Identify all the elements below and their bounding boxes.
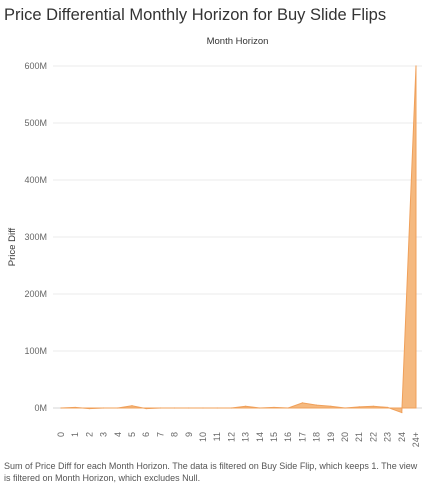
x-axis-title: Month Horizon <box>207 36 269 47</box>
x-tick-label: 4 <box>113 432 123 437</box>
x-axis-ticks: 0 1 2 3 4 5 6 7 8 9 10 11 12 13 14 15 16 17 18 19 20 21 22 23 24… <box>56 432 421 447</box>
x-tick-label: 13 <box>241 432 251 442</box>
data-point-13 <box>245 405 247 407</box>
x-tick-label: 0 <box>56 432 66 437</box>
y-tick-label: 100M <box>24 346 47 356</box>
data-point-14 <box>259 407 261 409</box>
data-point-3 <box>103 407 105 409</box>
area-fill <box>60 65 417 414</box>
data-point-5 <box>131 405 133 407</box>
area-series <box>60 65 417 414</box>
x-tick-label: 6 <box>141 432 151 437</box>
chart-caption: Sum of Price Diff for each Month Horizon… <box>4 461 418 483</box>
data-point-9 <box>188 407 190 409</box>
x-tick-label: 5 <box>127 432 137 437</box>
area-chart: Month Horizon Price Diff 0M 100M 200M 300M 4… <box>7 36 422 447</box>
y-tick-label: 500M <box>24 118 47 128</box>
data-point-23 <box>387 406 389 409</box>
x-tick-label: 23 <box>383 432 393 442</box>
data-point-19 <box>330 405 332 407</box>
x-tick-label: 2 <box>84 432 94 437</box>
x-tick-label: 7 <box>155 432 165 437</box>
x-tick-label: 15 <box>269 432 279 442</box>
data-point-10 <box>202 407 204 409</box>
data-point-2 <box>88 407 90 410</box>
y-axis-title: Price Diff <box>7 227 18 266</box>
gridlines <box>53 65 422 409</box>
x-tick-label: 19 <box>326 432 336 442</box>
data-point-17 <box>301 402 303 404</box>
x-tick-label: 11 <box>212 432 222 441</box>
x-tick-label: 21 <box>354 432 364 442</box>
x-tick-label: 17 <box>297 432 307 442</box>
data-point-15 <box>273 406 275 409</box>
data-point-12 <box>230 407 232 409</box>
x-tick-label: 8 <box>170 432 180 437</box>
data-point-22 <box>372 405 374 407</box>
data-point-8 <box>174 407 176 409</box>
data-point-21 <box>358 406 360 408</box>
x-tick-label: 9 <box>184 432 194 437</box>
y-axis-ticks: 0M 100M 200M 300M 400M 500M 600M <box>24 61 47 413</box>
x-tick-label: 18 <box>312 432 322 442</box>
data-point-24+ <box>415 65 417 67</box>
data-point-20 <box>344 407 346 409</box>
data-point-7 <box>159 407 161 409</box>
data-point-18 <box>316 404 318 406</box>
y-tick-label: 300M <box>24 232 47 242</box>
y-tick-label: 200M <box>24 289 47 299</box>
data-point-6 <box>145 407 147 410</box>
y-tick-label: 400M <box>24 175 47 185</box>
x-tick-label: 14 <box>255 432 265 442</box>
x-tick-label: 24+ <box>411 432 421 447</box>
data-point-1 <box>74 406 76 409</box>
x-tick-label: 22 <box>368 432 378 442</box>
x-tick-label: 1 <box>70 432 80 437</box>
y-tick-label: 0M <box>34 403 47 413</box>
data-point-24 <box>401 411 403 414</box>
data-point-0 <box>60 407 62 409</box>
data-point-4 <box>117 407 119 409</box>
data-point-16 <box>287 407 289 409</box>
x-tick-label: 16 <box>283 432 293 442</box>
x-tick-label: 20 <box>340 432 350 442</box>
chart-title: Price Differential Monthly Horizon for B… <box>4 6 387 24</box>
x-tick-label: 24 <box>397 432 407 442</box>
x-tick-label: 12 <box>226 432 236 442</box>
x-tick-label: 10 <box>198 432 208 442</box>
y-tick-label: 600M <box>24 61 47 71</box>
data-point-11 <box>216 407 218 409</box>
x-tick-label: 3 <box>99 432 109 437</box>
